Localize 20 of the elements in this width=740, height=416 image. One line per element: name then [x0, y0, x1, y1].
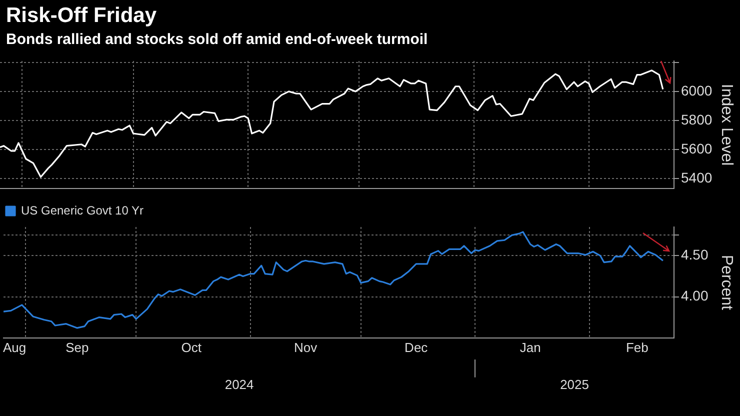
x-tick-label: Oct: [181, 340, 202, 356]
y-tick-label: 4.50: [681, 246, 708, 263]
y-axis-title: Percent: [718, 254, 735, 311]
x-tick-label: Dec: [404, 340, 428, 356]
y-axis-title: Index Level: [718, 84, 735, 166]
y-tick-label: 5600: [681, 140, 712, 156]
chart-subtitle: Bonds rallied and stocks sold off amid end-of-week turmoil: [6, 30, 429, 49]
y-tick-label: 5400: [681, 169, 712, 186]
x-tick-label: Sep: [66, 340, 89, 356]
legend-label: US Generic Govt 10 Yr: [21, 203, 144, 218]
x2-tick-label: 2024: [224, 376, 254, 392]
y-tick-label: 6000: [681, 82, 712, 98]
x2-tick-label: 2025: [560, 376, 589, 392]
x-tick-label: Feb: [626, 340, 648, 356]
x-tick-label: Nov: [294, 340, 318, 356]
x-tick-label: Jan: [520, 340, 541, 356]
y-tick-label: 5800: [681, 111, 712, 128]
y-tick-label: 4.00: [681, 288, 708, 304]
x-tick-label: Aug: [2, 340, 26, 356]
chart-title: Risk-Off Friday: [6, 4, 158, 28]
